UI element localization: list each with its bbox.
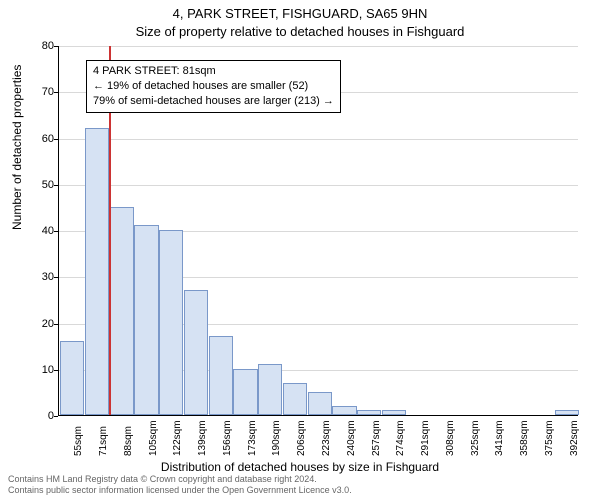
x-tick-label: 308sqm (445, 420, 456, 456)
histogram-bar (258, 364, 282, 415)
x-axis-label: Distribution of detached houses by size … (0, 460, 600, 474)
y-tick-mark (54, 92, 58, 93)
x-tick-label: 291sqm (420, 420, 431, 456)
x-tick-label: 122sqm (172, 420, 183, 456)
histogram-bar (283, 383, 307, 415)
y-tick-label: 60 (24, 133, 54, 145)
x-tick-label: 156sqm (222, 420, 233, 456)
y-tick-label: 20 (24, 318, 54, 330)
y-tick-label: 70 (24, 86, 54, 98)
x-tick-label: 139sqm (197, 420, 208, 456)
histogram-bar (357, 410, 381, 415)
histogram-bar (233, 369, 257, 415)
annotation-box: 4 PARK STREET: 81sqm← 19% of detached ho… (86, 60, 341, 113)
y-tick-mark (54, 46, 58, 47)
x-tick-label: 257sqm (371, 420, 382, 456)
chart-title-desc: Size of property relative to detached ho… (0, 24, 600, 39)
x-tick-label: 223sqm (321, 420, 332, 456)
y-tick-mark (54, 231, 58, 232)
gridline (59, 139, 578, 140)
x-tick-label: 325sqm (470, 420, 481, 456)
footer-line1: Contains HM Land Registry data © Crown c… (8, 474, 352, 485)
y-axis-label: Number of detached properties (10, 65, 24, 230)
annotation-line2: ← 19% of detached houses are smaller (52… (93, 79, 334, 94)
y-tick-mark (54, 277, 58, 278)
histogram-bar (110, 207, 134, 415)
histogram-bar (332, 406, 356, 415)
histogram-bar (308, 392, 332, 415)
y-tick-label: 40 (24, 225, 54, 237)
y-tick-mark (54, 139, 58, 140)
histogram-bar (60, 341, 84, 415)
histogram-bar (134, 225, 158, 415)
x-tick-label: 240sqm (346, 420, 357, 456)
histogram-bar (184, 290, 208, 415)
x-tick-label: 88sqm (123, 426, 134, 456)
y-tick-label: 50 (24, 179, 54, 191)
histogram-bar (85, 128, 109, 415)
histogram-bar (159, 230, 183, 415)
x-tick-label: 341sqm (494, 420, 505, 456)
chart-footer: Contains HM Land Registry data © Crown c… (8, 474, 352, 496)
chart-title-address: 4, PARK STREET, FISHGUARD, SA65 9HN (0, 6, 600, 21)
y-tick-mark (54, 185, 58, 186)
y-tick-mark (54, 416, 58, 417)
x-tick-label: 206sqm (296, 420, 307, 456)
annotation-line1: 4 PARK STREET: 81sqm (93, 64, 334, 79)
x-tick-label: 190sqm (271, 420, 282, 456)
y-tick-mark (54, 324, 58, 325)
histogram-bar (382, 410, 406, 415)
x-tick-label: 105sqm (148, 420, 159, 456)
y-tick-label: 10 (24, 364, 54, 376)
x-tick-label: 274sqm (395, 420, 406, 456)
x-tick-label: 358sqm (519, 420, 530, 456)
x-tick-label: 55sqm (73, 426, 84, 456)
annotation-line3: 79% of semi-detached houses are larger (… (93, 94, 334, 109)
histogram-bar (209, 336, 233, 415)
histogram-bar (555, 410, 579, 415)
footer-line2: Contains public sector information licen… (8, 485, 352, 496)
x-tick-label: 71sqm (98, 426, 109, 456)
x-tick-label: 173sqm (247, 420, 258, 456)
gridline (59, 185, 578, 186)
y-tick-label: 0 (24, 410, 54, 422)
x-tick-label: 375sqm (544, 420, 555, 456)
gridline (59, 46, 578, 47)
y-tick-label: 30 (24, 271, 54, 283)
y-tick-label: 80 (24, 40, 54, 52)
x-tick-label: 392sqm (569, 420, 580, 456)
y-tick-mark (54, 370, 58, 371)
histogram-chart: 4, PARK STREET, FISHGUARD, SA65 9HN Size… (0, 0, 600, 500)
